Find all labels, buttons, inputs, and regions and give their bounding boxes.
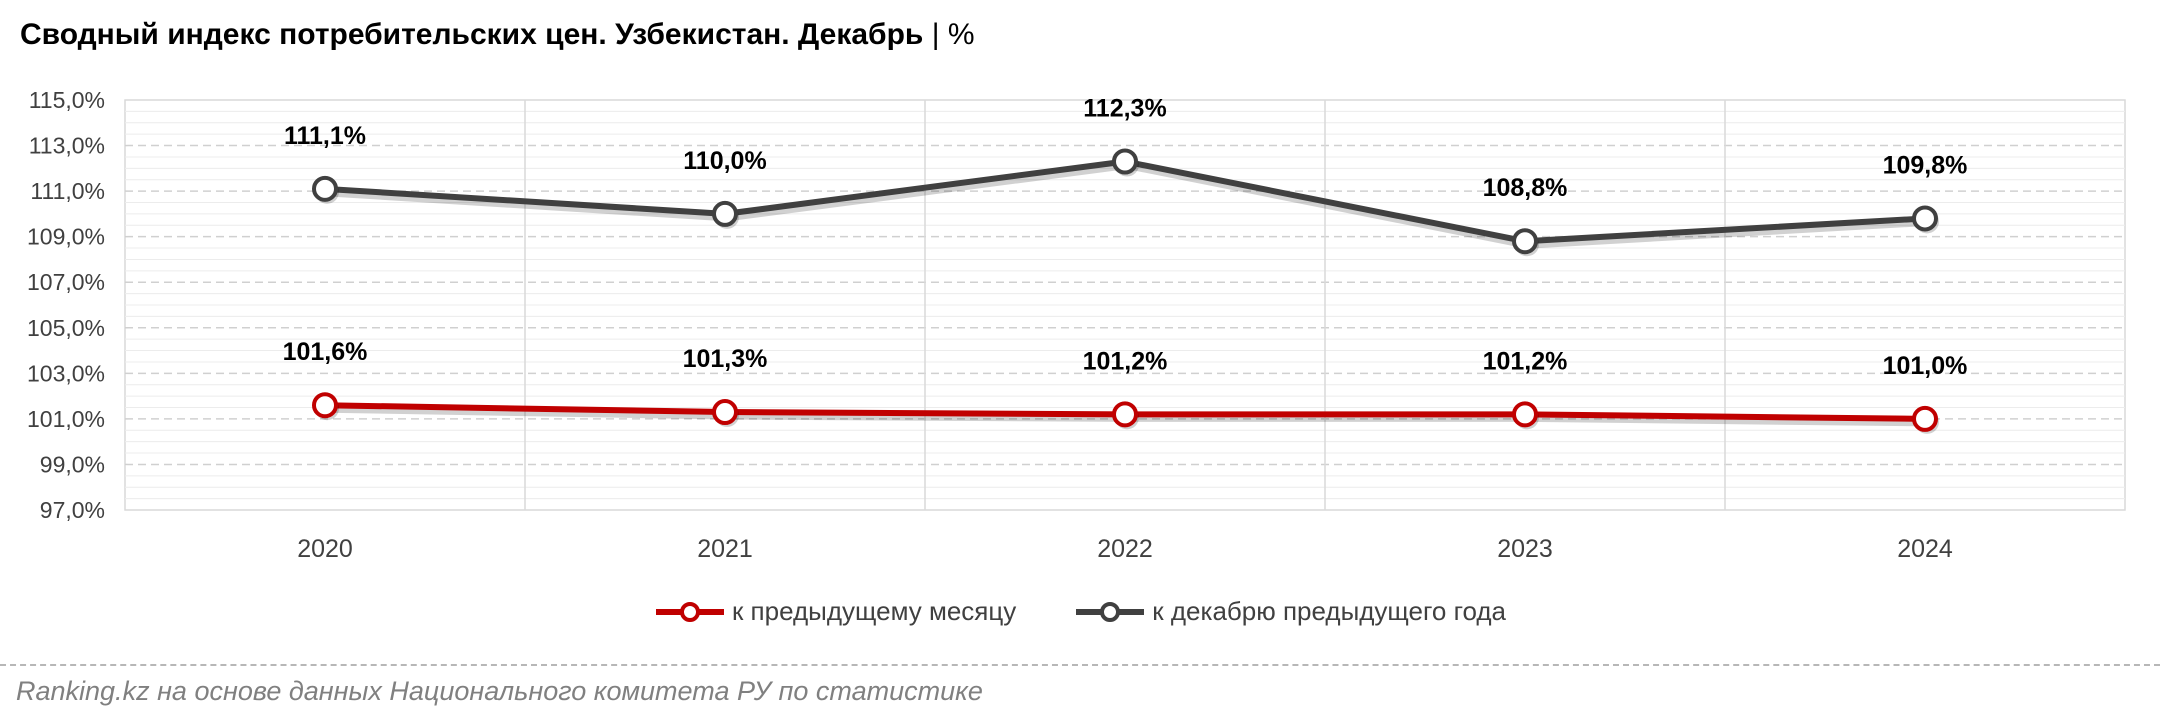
y-tick-label: 97,0% xyxy=(40,497,105,523)
data-point xyxy=(1512,228,1538,255)
y-tick-label: 109,0% xyxy=(27,224,105,250)
data-point xyxy=(312,392,338,419)
data-point xyxy=(1112,401,1138,428)
legend-label-yearly: к декабрю предыдущего года xyxy=(1152,596,1507,626)
x-tick-label: 2022 xyxy=(1097,535,1153,563)
data-point xyxy=(1912,405,1938,432)
data-label: 101,6% xyxy=(283,338,368,366)
data-point xyxy=(1512,401,1538,428)
chart-title-separator: | xyxy=(931,18,940,51)
y-tick-label: 99,0% xyxy=(40,451,105,477)
legend-marker-yearly xyxy=(1076,601,1145,622)
legend-item-monthly: к предыдущему месяцу xyxy=(654,596,1016,627)
chart-title-unit: % xyxy=(947,18,975,51)
y-tick-label: 111,0% xyxy=(30,178,105,204)
line-chart: 97,0% 99,0% 101,0% 103,0% 105,0% 107,0% 109,0%… xyxy=(27,87,2126,563)
data-label: 101,2% xyxy=(1483,347,1568,375)
data-point xyxy=(712,399,738,426)
y-tick-label: 105,0% xyxy=(27,315,105,341)
data-label: 101,3% xyxy=(683,345,768,373)
x-tick-label: 2023 xyxy=(1497,535,1553,563)
y-tick-label: 107,0% xyxy=(27,269,105,295)
data-label: 112,3% xyxy=(1083,95,1166,123)
chart-legend: к предыдущему месяцу к декабрю предыдуще… xyxy=(0,596,2160,627)
legend-marker-monthly xyxy=(655,601,724,622)
data-label: 110,0% xyxy=(683,147,766,175)
data-point xyxy=(712,200,738,227)
footer-divider xyxy=(0,664,2160,666)
data-point xyxy=(1112,148,1138,175)
y-tick-label: 113,0% xyxy=(29,133,105,159)
chart-title: Сводный индекс потребительских цен. Узбе… xyxy=(20,18,975,52)
x-tick-label: 2020 xyxy=(297,535,353,563)
data-label: 109,8% xyxy=(1883,151,1968,179)
legend-label-monthly: к предыдущему месяцу xyxy=(731,596,1017,626)
chart-title-main: Сводный индекс потребительских цен. Узбе… xyxy=(20,18,924,51)
data-label: 101,0% xyxy=(1883,352,1968,380)
x-tick-label: 2024 xyxy=(1897,535,1953,563)
legend-item-yearly: к декабрю предыдущего года xyxy=(1074,596,1506,627)
data-label: 111,1% xyxy=(284,122,366,150)
y-tick-label: 101,0% xyxy=(27,406,105,432)
data-label: 101,2% xyxy=(1083,347,1168,375)
y-tick-label: 115,0% xyxy=(29,87,105,113)
data-point xyxy=(1912,205,1938,232)
y-tick-label: 103,0% xyxy=(27,360,105,386)
source-note: Ranking.kz на основе данных Национальног… xyxy=(16,676,983,706)
x-tick-label: 2021 xyxy=(697,535,753,563)
data-label: 108,8% xyxy=(1483,174,1568,202)
data-point xyxy=(312,175,338,202)
